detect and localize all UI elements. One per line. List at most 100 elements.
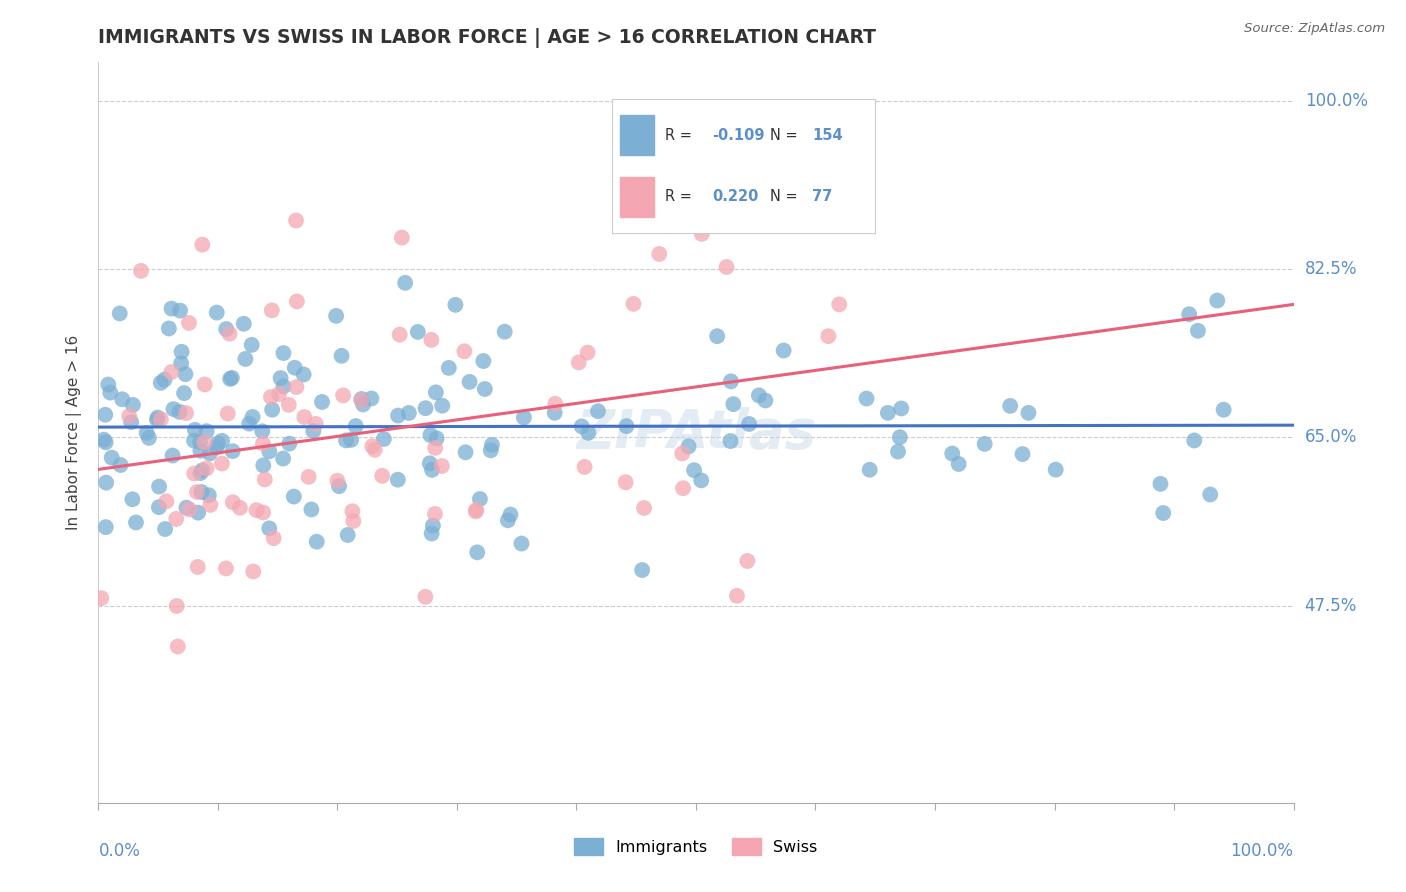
Point xyxy=(190,485,212,500)
Point xyxy=(215,322,238,336)
Point xyxy=(90,591,112,606)
Point xyxy=(772,343,794,358)
Point xyxy=(108,306,131,320)
Point xyxy=(586,404,609,418)
Point xyxy=(576,425,599,440)
Point xyxy=(94,520,117,534)
Point xyxy=(269,387,291,401)
Text: ZIPAtlas: ZIPAtlas xyxy=(576,407,815,458)
Point xyxy=(481,438,503,452)
Point xyxy=(242,565,264,579)
Text: 100.0%: 100.0% xyxy=(1230,842,1294,860)
Point xyxy=(174,367,197,381)
Point xyxy=(260,303,283,318)
Point xyxy=(887,444,910,458)
Point xyxy=(263,531,285,545)
Point xyxy=(292,410,315,425)
Point xyxy=(973,437,995,451)
Point xyxy=(720,375,742,389)
Text: 47.5%: 47.5% xyxy=(1305,597,1357,615)
Point xyxy=(738,417,761,431)
Point xyxy=(444,298,467,312)
Point xyxy=(193,435,215,450)
Point xyxy=(335,434,357,448)
Point xyxy=(437,360,460,375)
Point xyxy=(352,397,374,411)
Point xyxy=(211,434,233,448)
Point xyxy=(941,446,963,460)
Point xyxy=(273,346,295,360)
Point xyxy=(1206,293,1229,308)
Point xyxy=(118,409,141,423)
Point xyxy=(187,560,209,574)
Point xyxy=(155,494,177,508)
Point xyxy=(252,424,274,438)
Point xyxy=(683,463,706,477)
Point xyxy=(420,333,443,347)
Point xyxy=(260,390,283,404)
Point xyxy=(342,514,364,528)
Point xyxy=(748,388,770,402)
Point xyxy=(166,640,188,654)
Point xyxy=(217,407,239,421)
Point xyxy=(285,213,308,227)
Point xyxy=(284,360,307,375)
Point xyxy=(135,425,157,440)
Point xyxy=(186,485,208,500)
Point xyxy=(238,417,260,431)
Point xyxy=(97,377,120,392)
Point xyxy=(1017,406,1039,420)
Point xyxy=(146,410,169,425)
Text: 82.5%: 82.5% xyxy=(1305,260,1357,278)
Point xyxy=(122,398,145,412)
Point xyxy=(191,463,214,477)
Point xyxy=(373,432,395,446)
Point xyxy=(110,458,132,472)
Point xyxy=(179,502,201,516)
Point xyxy=(678,439,700,453)
Point xyxy=(1000,399,1022,413)
Point xyxy=(371,468,394,483)
Point xyxy=(149,376,172,390)
Point xyxy=(430,399,453,413)
Point xyxy=(270,371,292,385)
Point xyxy=(468,491,491,506)
Point xyxy=(499,508,522,522)
Point xyxy=(690,474,713,488)
Point xyxy=(889,430,911,444)
Point xyxy=(153,522,176,536)
Point xyxy=(157,321,180,335)
Point xyxy=(183,434,205,448)
Point xyxy=(1011,447,1033,461)
Point xyxy=(465,503,488,517)
Point xyxy=(252,436,274,450)
Point xyxy=(859,463,882,477)
Point xyxy=(146,412,169,426)
Point xyxy=(828,297,851,311)
Point xyxy=(513,410,536,425)
Point xyxy=(890,401,912,416)
Point xyxy=(252,506,274,520)
Point xyxy=(190,443,212,458)
Point xyxy=(387,409,409,423)
Point xyxy=(425,385,447,400)
Point xyxy=(205,441,228,455)
Point xyxy=(420,526,443,541)
Point xyxy=(111,392,134,407)
Point xyxy=(494,325,516,339)
Point xyxy=(474,382,496,396)
Point xyxy=(720,434,742,448)
Point xyxy=(631,563,654,577)
Point xyxy=(472,354,495,368)
Point xyxy=(262,402,284,417)
Point xyxy=(388,327,411,342)
Point xyxy=(325,309,347,323)
Point xyxy=(479,443,502,458)
Point xyxy=(170,356,193,370)
Point xyxy=(423,507,446,521)
Point xyxy=(364,442,387,457)
Point xyxy=(855,392,877,406)
Point xyxy=(420,463,443,477)
Point xyxy=(419,456,441,470)
Point xyxy=(205,305,228,319)
